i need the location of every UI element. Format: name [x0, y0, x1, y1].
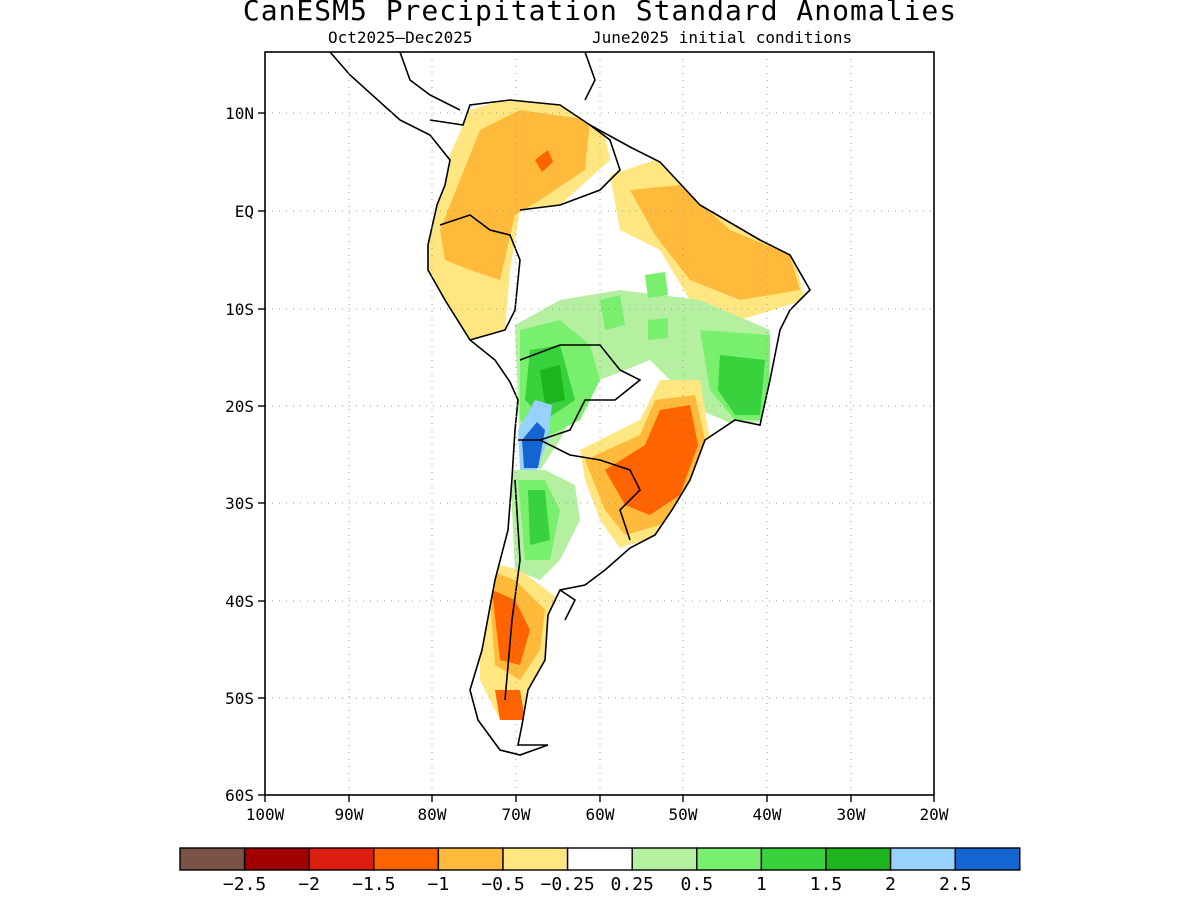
colorbar-label: −1: [428, 874, 450, 895]
colorbar-swatch: [179, 847, 246, 871]
lat-label: 50S: [225, 689, 254, 708]
colorbar-label: 1: [756, 874, 767, 895]
colorbar-label: 0.5: [681, 874, 714, 895]
colorbar-label: 2.5: [939, 874, 972, 895]
lon-label: 30W: [837, 805, 866, 824]
lat-label: 20S: [225, 397, 254, 416]
lon-label: 20W: [920, 805, 949, 824]
anomaly-shading: [425, 95, 805, 720]
colorbar-label: 0.25: [611, 874, 654, 895]
colorbar-label: −1.5: [352, 874, 395, 895]
colorbar-swatch: [502, 847, 569, 871]
lat-label: 10S: [225, 300, 254, 319]
colorbar-swatch: [825, 847, 892, 871]
colorbar-label: 2: [885, 874, 896, 895]
coastlines: [329, 52, 811, 756]
longitude-labels: 100W 90W 80W 70W 60W 50W 40W 30W 20W: [246, 805, 949, 824]
lon-label: 90W: [335, 805, 364, 824]
lon-label: 80W: [418, 805, 447, 824]
map-title: CanESM5 Precipitation Standard Anomalies: [242, 0, 958, 27]
colorbar-swatch: [243, 847, 310, 871]
colorbar: [179, 847, 1021, 871]
colorbar-swatch: [373, 847, 440, 871]
latitude-labels: 10N EQ 10S 20S 30S 40S 50S 60S: [225, 104, 254, 805]
lat-label: 40S: [225, 592, 254, 611]
colorbar-label: −0.5: [481, 874, 524, 895]
lat-label: 10N: [225, 104, 254, 123]
lon-label: 60W: [586, 805, 615, 824]
lon-label: 70W: [502, 805, 531, 824]
colorbar-label: −2: [298, 874, 320, 895]
colorbar-swatch: [889, 847, 956, 871]
colorbar-swatch: [437, 847, 504, 871]
colorbar-label: −2.5: [223, 874, 266, 895]
colorbar-label: −0.25: [541, 874, 595, 895]
colorbar-swatch: [308, 847, 375, 871]
lat-label: 60S: [225, 786, 254, 805]
colorbar-swatch: [696, 847, 763, 871]
lon-label: 40W: [753, 805, 782, 824]
forecast-period: Oct2025–Dec2025: [328, 28, 473, 47]
lat-label: EQ: [235, 202, 254, 221]
lat-label: 30S: [225, 494, 254, 513]
graticule: [265, 52, 934, 795]
colorbar-swatch: [631, 847, 698, 871]
initial-conditions: June2025 initial conditions: [592, 28, 853, 47]
lon-label: 100W: [246, 805, 285, 824]
colorbar-swatch: [566, 847, 633, 871]
colorbar-swatch: [760, 847, 827, 871]
colorbar-swatch: [954, 847, 1021, 871]
colorbar-labels: −2.5 −2 −1.5 −1 −0.5 −0.25 0.25 0.5 1 1.…: [223, 874, 972, 895]
colorbar-label: 1.5: [810, 874, 843, 895]
lon-label: 50W: [669, 805, 698, 824]
